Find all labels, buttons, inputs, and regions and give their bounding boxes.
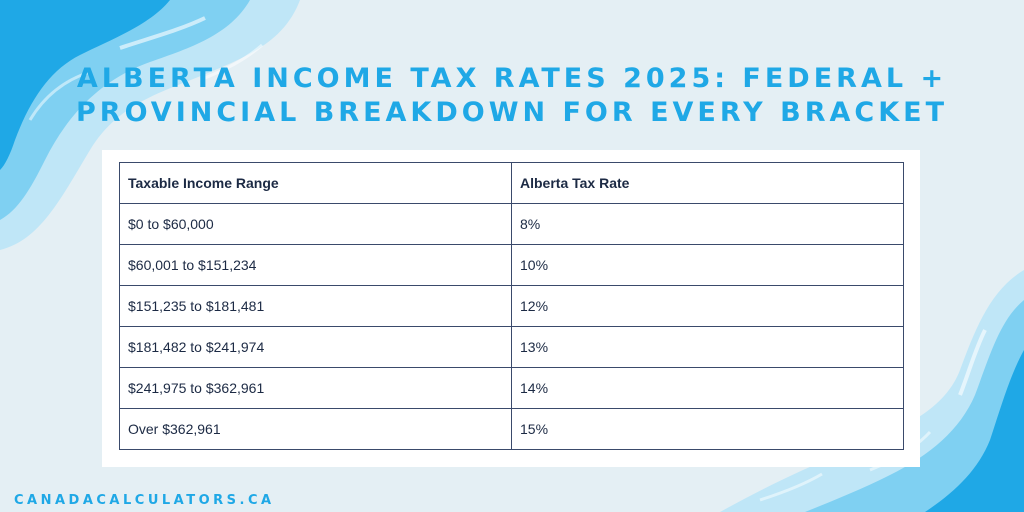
table-row: $241,975 to $362,961 14% <box>119 367 904 409</box>
title-line-2: Provincial Breakdown for Every Bracket <box>76 97 948 128</box>
cell-tax-rate: 15% <box>511 408 904 450</box>
cell-income-range: $60,001 to $151,234 <box>119 244 512 286</box>
table-header-row: Taxable Income Range Alberta Tax Rate <box>119 162 904 204</box>
wave-top-left-highlight-2 <box>28 70 91 121</box>
cell-tax-rate: 10% <box>511 244 904 286</box>
wave-top-left-highlight <box>119 16 206 50</box>
wave-bottom-right-deep <box>925 350 1024 512</box>
cell-income-range: $0 to $60,000 <box>119 203 512 245</box>
header-tax-rate: Alberta Tax Rate <box>511 162 904 204</box>
table-row: Over $362,961 15% <box>119 408 904 450</box>
cell-income-range: $181,482 to $241,974 <box>119 326 512 368</box>
cell-income-range: $241,975 to $362,961 <box>119 367 512 409</box>
cell-income-range: $151,235 to $181,481 <box>119 285 512 327</box>
table-row: $0 to $60,000 8% <box>119 203 904 245</box>
wave-top-left-deep <box>0 0 170 170</box>
tax-rate-table: Taxable Income Range Alberta Tax Rate $0… <box>119 162 904 450</box>
wave-bottom-right-light <box>805 300 1024 512</box>
table-row: $181,482 to $241,974 13% <box>119 326 904 368</box>
header-income-range: Taxable Income Range <box>119 162 512 204</box>
site-url: canadacalculators.ca <box>14 493 275 508</box>
title-line-1: Alberta Income Tax Rates 2025: Federal + <box>76 63 948 94</box>
wave-bottom-right-highlight-3 <box>759 472 823 502</box>
table-card: Taxable Income Range Alberta Tax Rate $0… <box>102 150 920 467</box>
cell-income-range: Over $362,961 <box>119 408 512 450</box>
wave-bottom-right-highlight <box>958 329 987 396</box>
table-row: $151,235 to $181,481 12% <box>119 285 904 327</box>
wave-top-left-highlight-3 <box>199 43 263 82</box>
cell-tax-rate: 8% <box>511 203 904 245</box>
table-row: $60,001 to $151,234 10% <box>119 244 904 286</box>
cell-tax-rate: 14% <box>511 367 904 409</box>
page-title: Alberta Income Tax Rates 2025: Federal +… <box>0 62 1024 130</box>
cell-tax-rate: 12% <box>511 285 904 327</box>
cell-tax-rate: 13% <box>511 326 904 368</box>
